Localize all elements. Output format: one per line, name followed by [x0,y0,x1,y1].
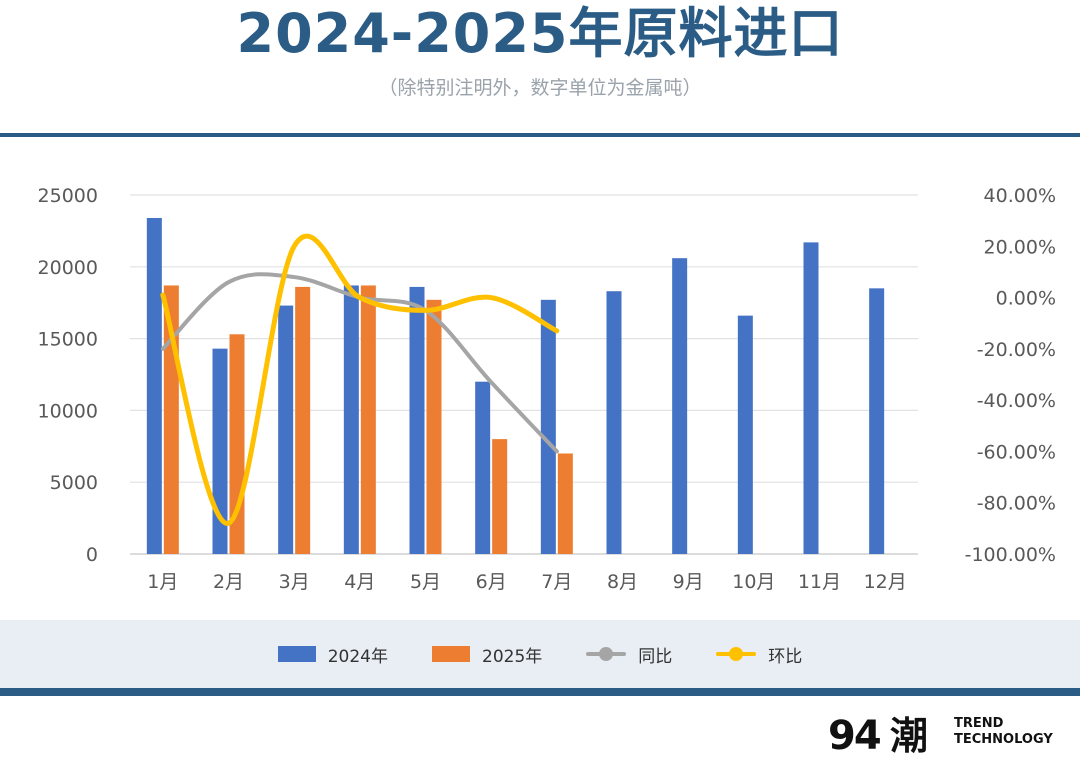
x-tick-label: 10月 [732,571,775,593]
logo-glyph: 潮 [890,714,929,758]
page-subtitle: （除特别注明外，数字单位为金属吨） [378,77,702,99]
legend-swatch-2025 [432,646,470,662]
x-tick-label: 5月 [410,571,441,593]
legend-item-mom: 环比 [716,642,802,667]
y-left-tick-label: 0 [86,544,98,566]
bar-2024年 [146,217,162,554]
legend-item-2024: 2024年 [277,642,388,667]
x-tick-label: 3月 [279,571,310,593]
bar-2024年 [409,286,425,554]
brand-logo: 94 潮 TREND TECHNOLOGY [828,712,1068,760]
bar-2024年 [869,288,885,554]
logo-text-line1: TREND [954,716,1004,731]
y-left-tick-label: 20000 [38,257,98,279]
chart-bars [146,217,885,554]
y-left-tick-label: 15000 [38,329,98,351]
legend-item-yoy: 同比 [586,642,672,667]
legend-label-2025: 2025年 [482,646,543,667]
bar-2025年 [295,286,311,554]
legend-label-2024: 2024年 [327,646,388,667]
logo-text-line2: TECHNOLOGY [954,732,1053,747]
y-right-tick-label: -80.00% [977,493,1056,515]
chart-grid [130,194,918,555]
legend-swatch-yoy [586,646,627,662]
bar-2024年 [343,285,359,554]
legend-swatch-2024 [277,646,316,662]
x-tick-label: 1月 [147,571,178,593]
bar-2025年 [360,285,376,554]
legend-item-2025: 2025年 [432,642,542,667]
y-left-tick-label: 5000 [50,472,98,494]
x-tick-label: 8月 [607,571,638,593]
chart-legend: 2024年 2025年 同比 环比 [0,632,1080,676]
x-tick-label: 12月 [864,571,907,593]
chart: 0 5000 10000 15000 20000 25000 -100.00% -80.00%… [38,185,1056,593]
x-tick-label: 11月 [798,571,841,593]
bar-2025年 [492,439,508,554]
y-right-tick-label: 20.00% [984,236,1056,258]
y-left-tick-label: 10000 [38,400,98,422]
bar-2024年 [672,258,688,554]
bottom-divider [0,688,1080,696]
x-tick-label: 6月 [476,571,507,593]
y-right-tick-label: -20.00% [977,339,1056,361]
bar-2024年 [540,299,556,554]
line-环比 [160,233,560,526]
page-title: 2024-2025年原料进口 [236,2,844,65]
bar-2024年 [475,381,491,554]
bar-2024年 [737,315,753,554]
top-divider [0,133,1080,137]
logo-text: TREND TECHNOLOGY [954,716,1053,748]
chart-lines [160,233,560,526]
y-right-tick-label: -60.00% [977,441,1056,463]
bar-2025年 [557,453,573,554]
legend-label-yoy: 同比 [638,646,673,667]
x-tick-label: 9月 [673,571,704,593]
x-tick-label: 2月 [213,571,244,593]
bar-2024年 [803,242,819,554]
legend-swatch-mom [716,646,757,662]
bar-2024年 [606,291,622,554]
bar-2024年 [278,305,294,554]
bar-2024年 [212,348,228,554]
y-right-tick-label: -40.00% [977,390,1056,412]
legend-label-mom: 环比 [768,646,803,667]
logo-number: 94 [828,713,882,759]
y-left-tick-label: 25000 [38,185,98,207]
chart-ticks: 0 5000 10000 15000 20000 25000 -100.00% -80.00%… [38,185,1056,593]
x-tick-label: 4月 [344,571,375,593]
legend-band [0,620,1080,688]
y-right-tick-label: -100.00% [965,544,1056,566]
x-tick-label: 7月 [541,571,572,593]
y-right-tick-label: 40.00% [984,185,1056,207]
bar-2025年 [426,299,442,554]
y-right-tick-label: 0.00% [996,288,1056,310]
